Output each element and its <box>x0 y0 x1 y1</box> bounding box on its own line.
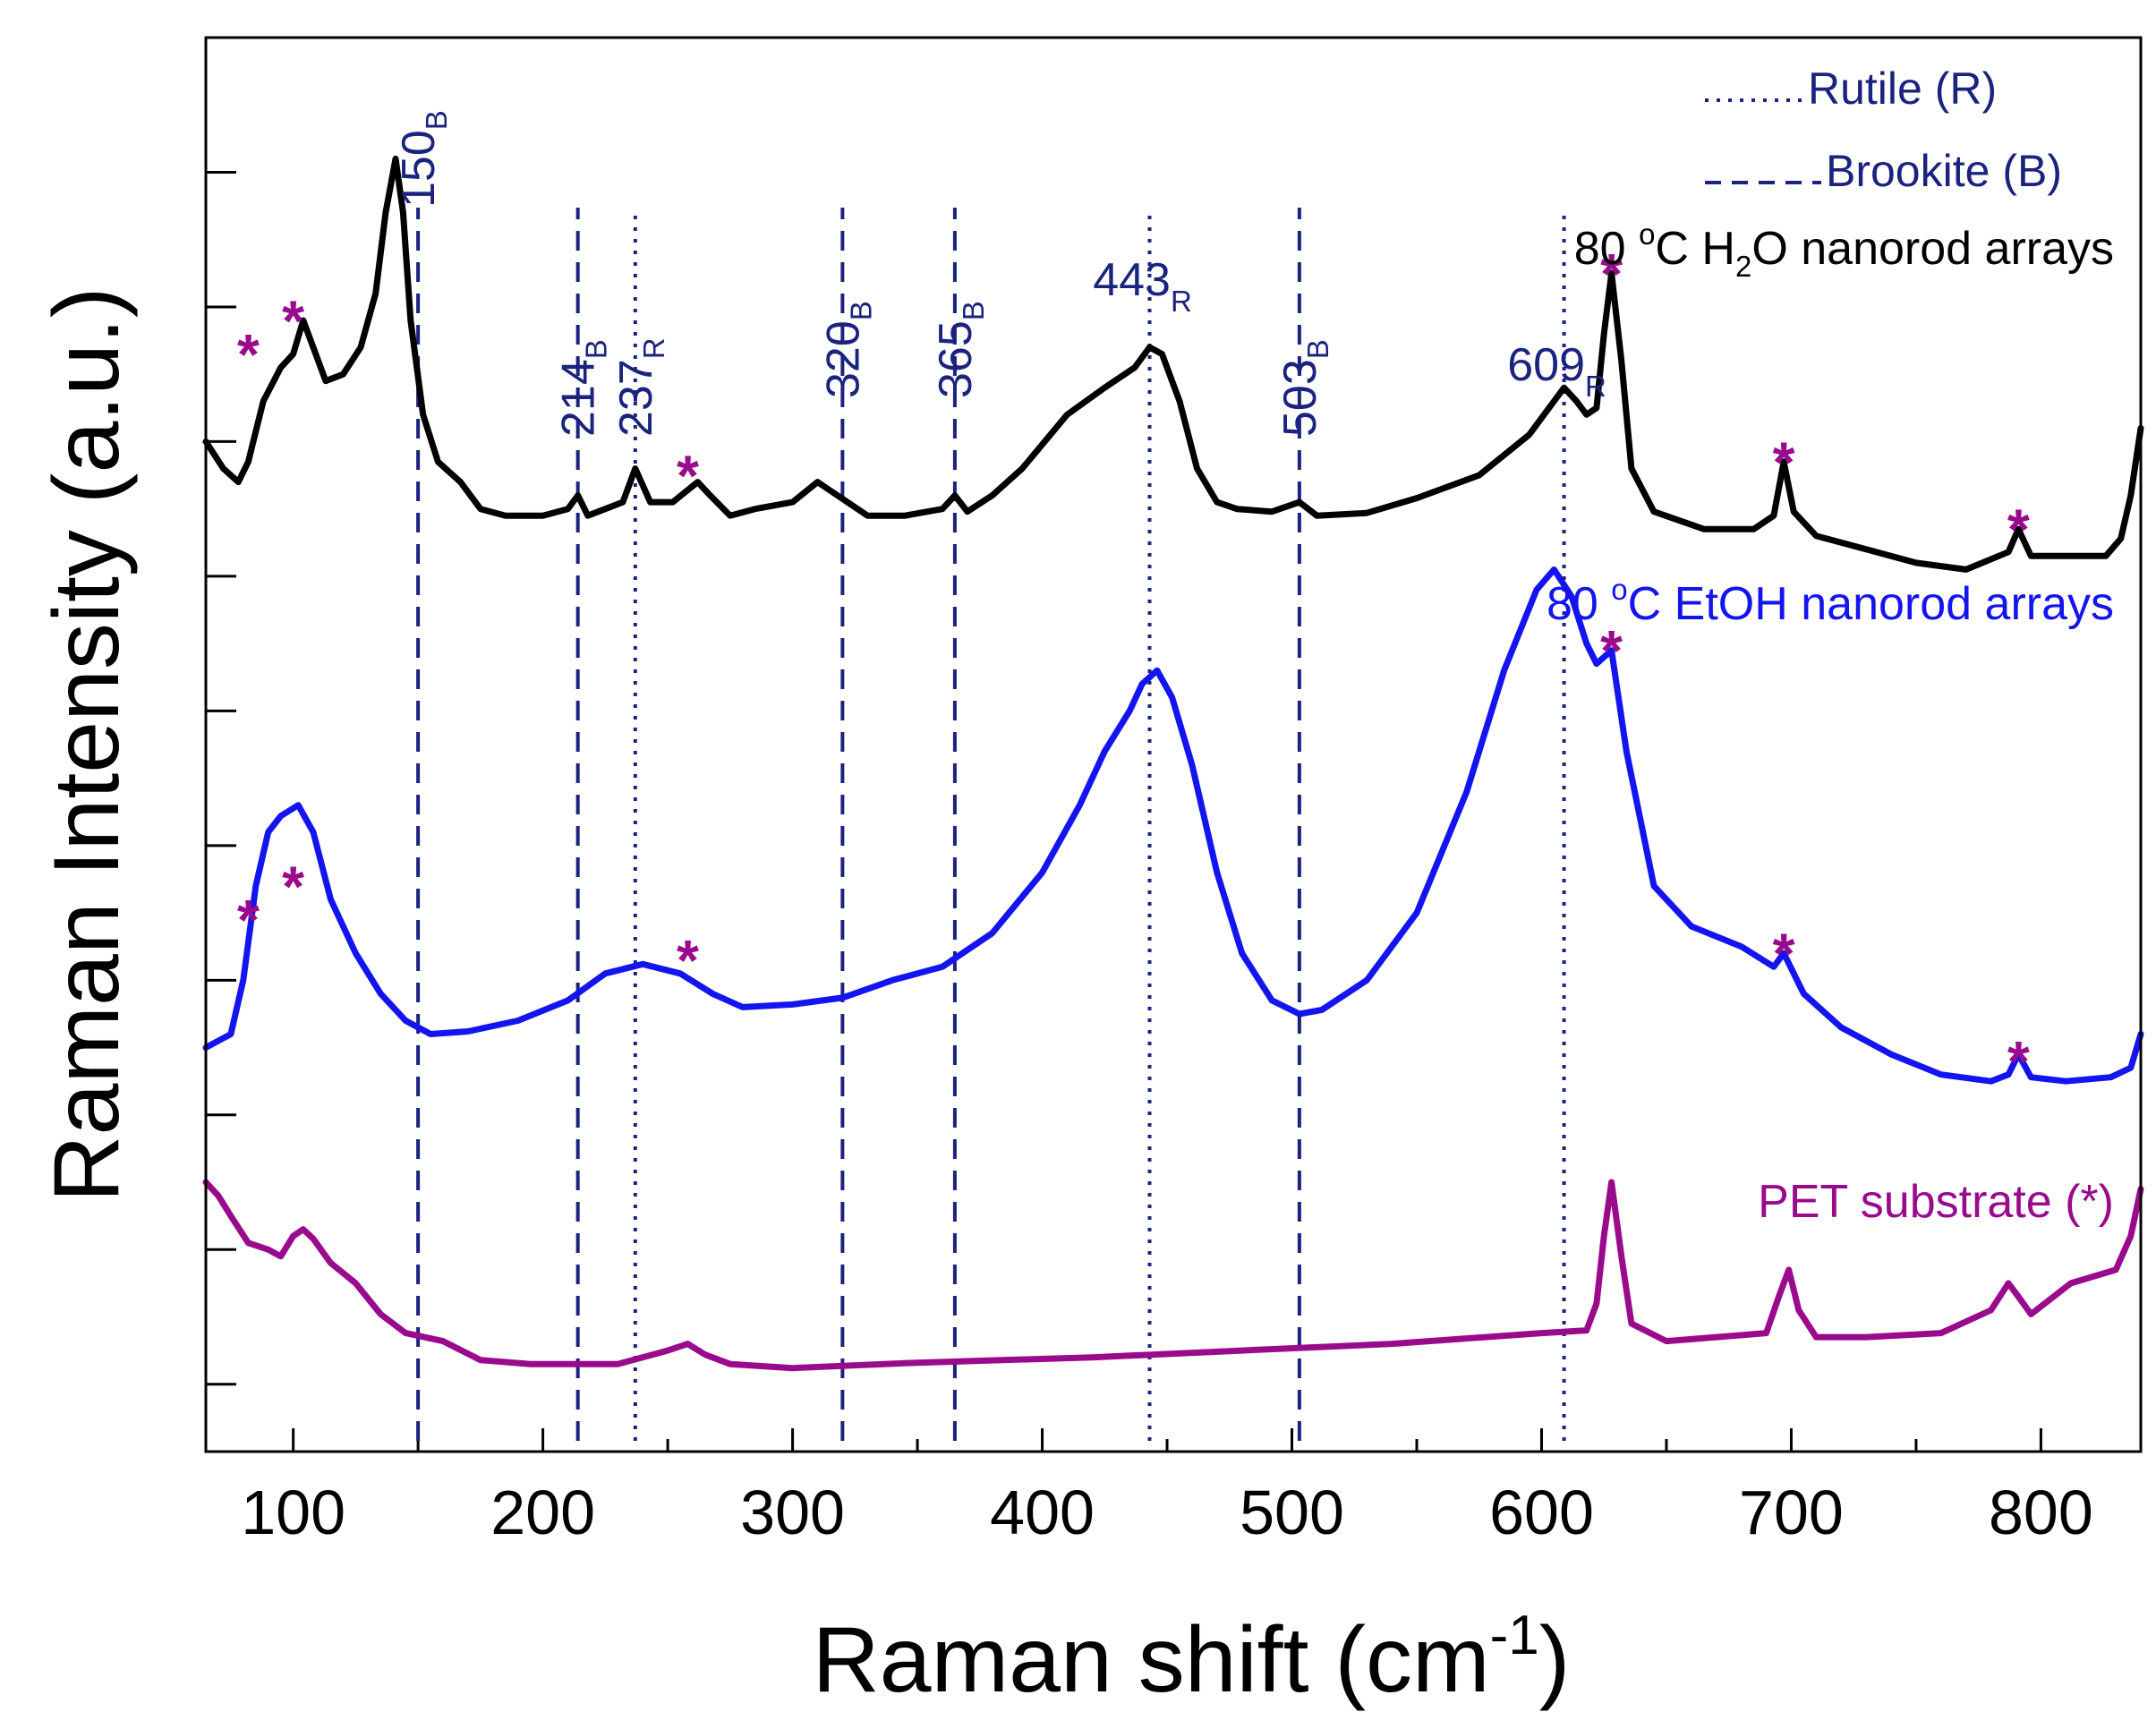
series-label-subscript: 2 <box>1735 250 1751 283</box>
axis-ticks: 100 200 300 400 500 600 700 800 <box>206 36 2093 1547</box>
ref-label-number: 503 <box>1274 359 1326 437</box>
pet-star-5: * <box>2007 498 2030 562</box>
series-label-2: PET substrate (*) <box>1758 1176 2114 1228</box>
ref-label-503: 503B <box>1274 339 1334 437</box>
x-tick-label-500: 500 <box>1240 1478 1344 1547</box>
y-axis-title: Raman Intensity (a.u.) <box>35 286 139 1202</box>
ref-label-phase: R <box>637 337 670 359</box>
ref-label-237: 237R <box>610 337 670 437</box>
series-label-0: 80 oC H2O nanorod arrays <box>1574 217 2114 283</box>
ref-label-phase: B <box>1301 339 1334 359</box>
series-label-degree: o <box>1639 217 1655 251</box>
series-label-text: O nanorod arrays <box>1751 223 2114 275</box>
ref-label-number: 320 <box>817 320 869 398</box>
reference-lines <box>416 208 1566 1441</box>
pet-star-10: * <box>1773 922 1795 986</box>
pet-star-4: * <box>1773 430 1795 494</box>
pet-star-1: * <box>282 288 304 353</box>
ref-label-214: 214B <box>553 339 613 437</box>
x-tick-label-800: 800 <box>1989 1478 2093 1547</box>
ref-label-phase: R <box>1171 285 1192 318</box>
x-tick-label-200: 200 <box>490 1478 595 1547</box>
x-tick-label-700: 700 <box>1739 1478 1844 1547</box>
pet-star-11: * <box>2007 1029 2030 1094</box>
series-label-text: C EtOH nanorod arrays <box>1628 578 2114 630</box>
ref-label-number: 609 <box>1507 339 1585 391</box>
plot-frame <box>204 36 2143 1453</box>
series-line-0 <box>202 155 2144 573</box>
pet-star-0: * <box>237 322 260 387</box>
series-line-1 <box>202 566 2144 1085</box>
legend-label-1: Brookite (B) <box>1826 146 2062 196</box>
ref-label-number: 214 <box>553 359 605 437</box>
x-axis-title-base: Raman shift (cm <box>813 1608 1490 1712</box>
x-tick-label-600: 600 <box>1489 1478 1594 1547</box>
pet-star-6: * <box>237 888 260 952</box>
ref-label-365: 365B <box>930 301 990 398</box>
x-tick-label-400: 400 <box>990 1478 1095 1547</box>
series-label-text: 80 <box>1547 578 1611 630</box>
ref-label-phase: B <box>844 301 877 320</box>
pet-star-7: * <box>282 854 304 918</box>
ref-label-609: 609R <box>1507 339 1606 403</box>
ref-label-number: 150 <box>393 130 445 208</box>
legend-label-0: Rutile (R) <box>1808 64 1997 114</box>
spectra-series <box>202 155 2144 1372</box>
x-axis-title-superscript: -1 <box>1490 1605 1539 1666</box>
series-label-1: 80 oC EtOH nanorod arrays <box>1547 573 2114 630</box>
legend: Rutile (R) Brookite (B) <box>1705 64 2062 196</box>
pet-star-8: * <box>677 928 699 992</box>
series-line-2 <box>202 1179 2144 1372</box>
series-label-text: C H <box>1655 223 1735 275</box>
series-label-text: 80 <box>1574 223 1639 275</box>
series-label-text: PET substrate (*) <box>1758 1176 2114 1228</box>
pet-star-3: * <box>1600 242 1623 306</box>
ref-label-150: 150B <box>393 110 453 208</box>
x-axis-title: Raman shift (cm-1) <box>813 1605 1571 1712</box>
pet-star-2: * <box>677 444 699 508</box>
pet-peak-markers: * * * * * * * * * * * * <box>237 242 2030 1094</box>
ref-label-number: 443 <box>1093 254 1171 306</box>
ref-label-443: 443R <box>1093 254 1192 318</box>
ref-label-phase: B <box>580 339 613 359</box>
x-tick-label-300: 300 <box>740 1478 845 1547</box>
ref-label-phase: B <box>957 301 990 320</box>
ref-label-320: 320B <box>817 301 877 398</box>
series-label-degree: o <box>1611 573 1627 606</box>
ref-label-number: 365 <box>930 320 982 398</box>
x-tick-label-100: 100 <box>241 1478 345 1547</box>
pet-star-9: * <box>1600 618 1623 683</box>
ref-label-phase: R <box>1585 370 1606 403</box>
x-axis-title-end: ) <box>1539 1608 1571 1712</box>
ref-label-phase: B <box>420 110 453 130</box>
ref-label-number: 237 <box>610 359 662 437</box>
